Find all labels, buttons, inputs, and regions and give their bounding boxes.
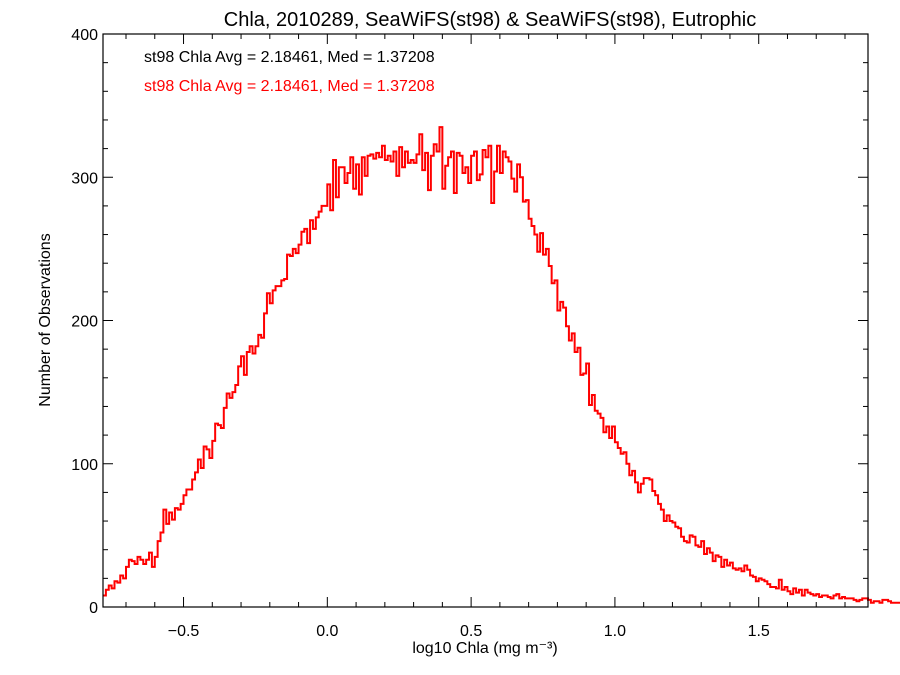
plot-area (103, 126, 900, 604)
y-tick-label: 400 (71, 27, 98, 44)
x-tick-label: 0.0 (316, 623, 338, 640)
x-axis-ticks: −0.5 0.0 0.5 1.0 1.5 (125, 34, 846, 640)
y-tick-label: 0 (89, 600, 98, 617)
x-tick-label: −0.5 (168, 623, 200, 640)
x-axis-label: log10 Chla (mg m⁻³) (412, 640, 557, 657)
chart-title: Chla, 2010289, SeaWiFS(st98) & SeaWiFS(s… (224, 9, 756, 31)
y-tick-label: 100 (71, 457, 98, 474)
y-axis-ticks: 0 100 200 300 400 (71, 27, 868, 617)
histogram-series-line (103, 126, 900, 604)
y-tick-label: 300 (71, 170, 98, 187)
plot-frame (102, 33, 869, 608)
y-axis-label: Number of Observations (37, 233, 54, 406)
x-tick-label: 1.0 (604, 623, 626, 640)
x-tick-label: 1.5 (748, 623, 770, 640)
legend-entry-1: st98 Chla Avg = 2.18461, Med = 1.37208 (144, 49, 435, 66)
y-tick-label: 200 (71, 314, 98, 331)
legend-entry-2: st98 Chla Avg = 2.18461, Med = 1.37208 (144, 78, 435, 95)
x-tick-label: 0.5 (460, 623, 482, 640)
